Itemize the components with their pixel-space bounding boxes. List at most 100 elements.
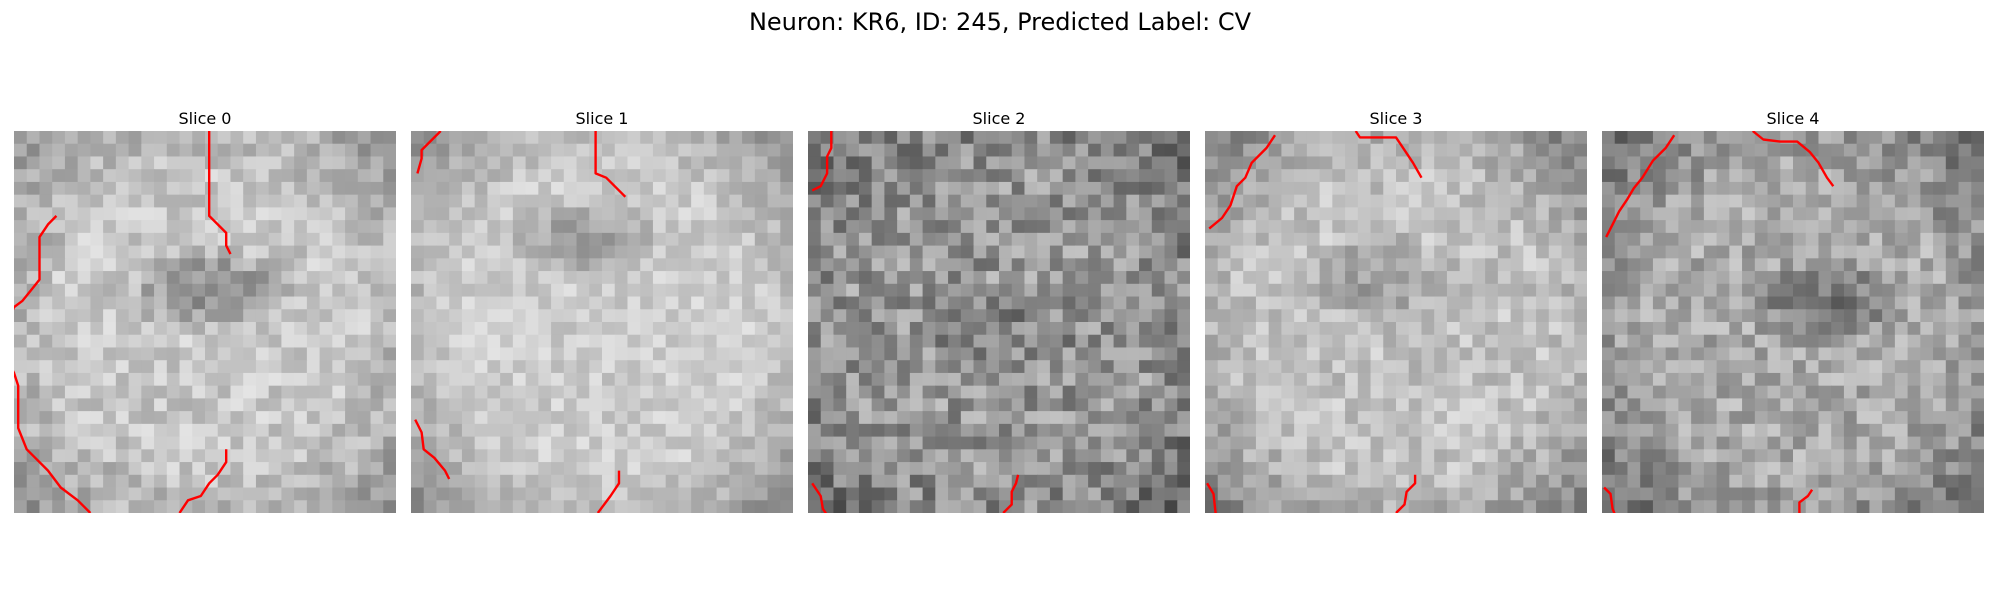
image-pixel — [90, 436, 104, 450]
image-pixel — [1958, 169, 1972, 183]
image-pixel — [1255, 423, 1270, 438]
image-pixel — [512, 296, 527, 310]
image-pixel — [370, 385, 384, 399]
image-pixel — [1024, 156, 1038, 170]
image-pixel — [833, 423, 847, 438]
image-pixel — [1665, 487, 1679, 501]
image-pixel — [1678, 220, 1692, 234]
image-pixel — [179, 487, 193, 501]
image-pixel — [1602, 449, 1616, 463]
image-pixel — [563, 169, 578, 183]
image-pixel — [640, 411, 654, 425]
image-pixel — [1151, 385, 1166, 399]
image-pixel — [1126, 245, 1140, 259]
image-pixel — [52, 181, 66, 196]
image-pixel — [935, 283, 949, 298]
image-pixel — [1958, 181, 1972, 196]
image-pixel — [268, 271, 282, 285]
image-pixel — [217, 462, 232, 476]
image-pixel — [345, 398, 359, 412]
image-pixel — [1434, 411, 1448, 425]
image-pixel — [871, 207, 885, 221]
image-pixel — [640, 258, 654, 272]
image-pixel — [691, 309, 705, 323]
image-pixel — [1933, 220, 1947, 234]
image-pixel — [1139, 271, 1153, 285]
image-pixel — [1561, 232, 1575, 247]
image-pixel — [1945, 156, 1960, 170]
image-pixel — [77, 309, 91, 323]
image-pixel — [678, 296, 692, 310]
image-pixel — [1383, 207, 1397, 221]
image-pixel — [1907, 436, 1921, 450]
image-pixel — [640, 156, 654, 170]
image-pixel — [1370, 500, 1384, 513]
image-pixel — [1742, 156, 1756, 170]
image-pixel — [1472, 156, 1486, 170]
image-pixel — [1332, 334, 1346, 349]
image-pixel — [141, 436, 155, 450]
image-pixel — [1243, 449, 1257, 463]
image-pixel — [703, 360, 718, 374]
image-pixel — [1523, 207, 1537, 221]
image-pixel — [1151, 372, 1166, 387]
image-pixel — [1345, 500, 1359, 513]
image-pixel — [370, 220, 384, 234]
image-pixel — [1230, 322, 1244, 336]
image-pixel — [960, 181, 975, 196]
image-pixel — [423, 271, 438, 285]
image-pixel — [1652, 169, 1667, 183]
image-pixel — [833, 220, 847, 234]
image-pixel — [1767, 296, 1781, 310]
image-pixel — [461, 156, 476, 170]
image-pixel — [1113, 169, 1127, 183]
image-pixel — [973, 360, 987, 374]
image-pixel — [1370, 220, 1384, 234]
image-pixel — [357, 220, 372, 234]
image-pixel — [1678, 271, 1692, 285]
image-pixel — [1205, 169, 1219, 183]
image-pixel — [754, 385, 769, 399]
image-pixel — [1243, 296, 1257, 310]
image-pixel — [383, 347, 396, 361]
image-pixel — [551, 322, 565, 336]
image-pixel — [909, 423, 924, 438]
image-pixel — [141, 334, 155, 349]
image-pixel — [39, 181, 53, 196]
image-pixel — [1100, 500, 1115, 513]
image-pixel — [986, 372, 1000, 387]
image-pixel — [1345, 436, 1359, 450]
image-pixel — [780, 411, 793, 425]
image-pixel — [1408, 207, 1423, 221]
image-pixel — [1945, 283, 1960, 298]
image-pixel — [370, 181, 384, 196]
image-pixel — [1716, 500, 1730, 513]
image-pixel — [383, 131, 396, 145]
image-pixel — [1665, 322, 1679, 336]
image-pixel — [205, 360, 219, 374]
slice-panel: Slice 3 — [1205, 110, 1587, 513]
image-pixel — [217, 423, 232, 438]
image-pixel — [1421, 245, 1435, 259]
image-pixel — [1396, 220, 1410, 234]
image-pixel — [1561, 360, 1575, 374]
image-pixel — [383, 258, 396, 272]
image-pixel — [1408, 372, 1423, 387]
image-pixel — [319, 181, 333, 196]
image-pixel — [179, 436, 193, 450]
image-pixel — [1536, 385, 1550, 399]
image-pixel — [948, 232, 962, 247]
image-pixel — [703, 436, 718, 450]
image-pixel — [294, 194, 308, 208]
image-pixel — [614, 334, 629, 349]
image-pixel — [1907, 372, 1921, 387]
image-pixel — [1446, 322, 1461, 336]
image-pixel — [255, 436, 270, 450]
image-pixel — [500, 436, 514, 450]
image-pixel — [1062, 398, 1076, 412]
image-pixel — [716, 271, 730, 285]
image-pixel — [1793, 143, 1807, 158]
image-pixel — [411, 347, 425, 361]
image-pixel — [767, 258, 781, 272]
image-pixel — [1729, 220, 1743, 234]
